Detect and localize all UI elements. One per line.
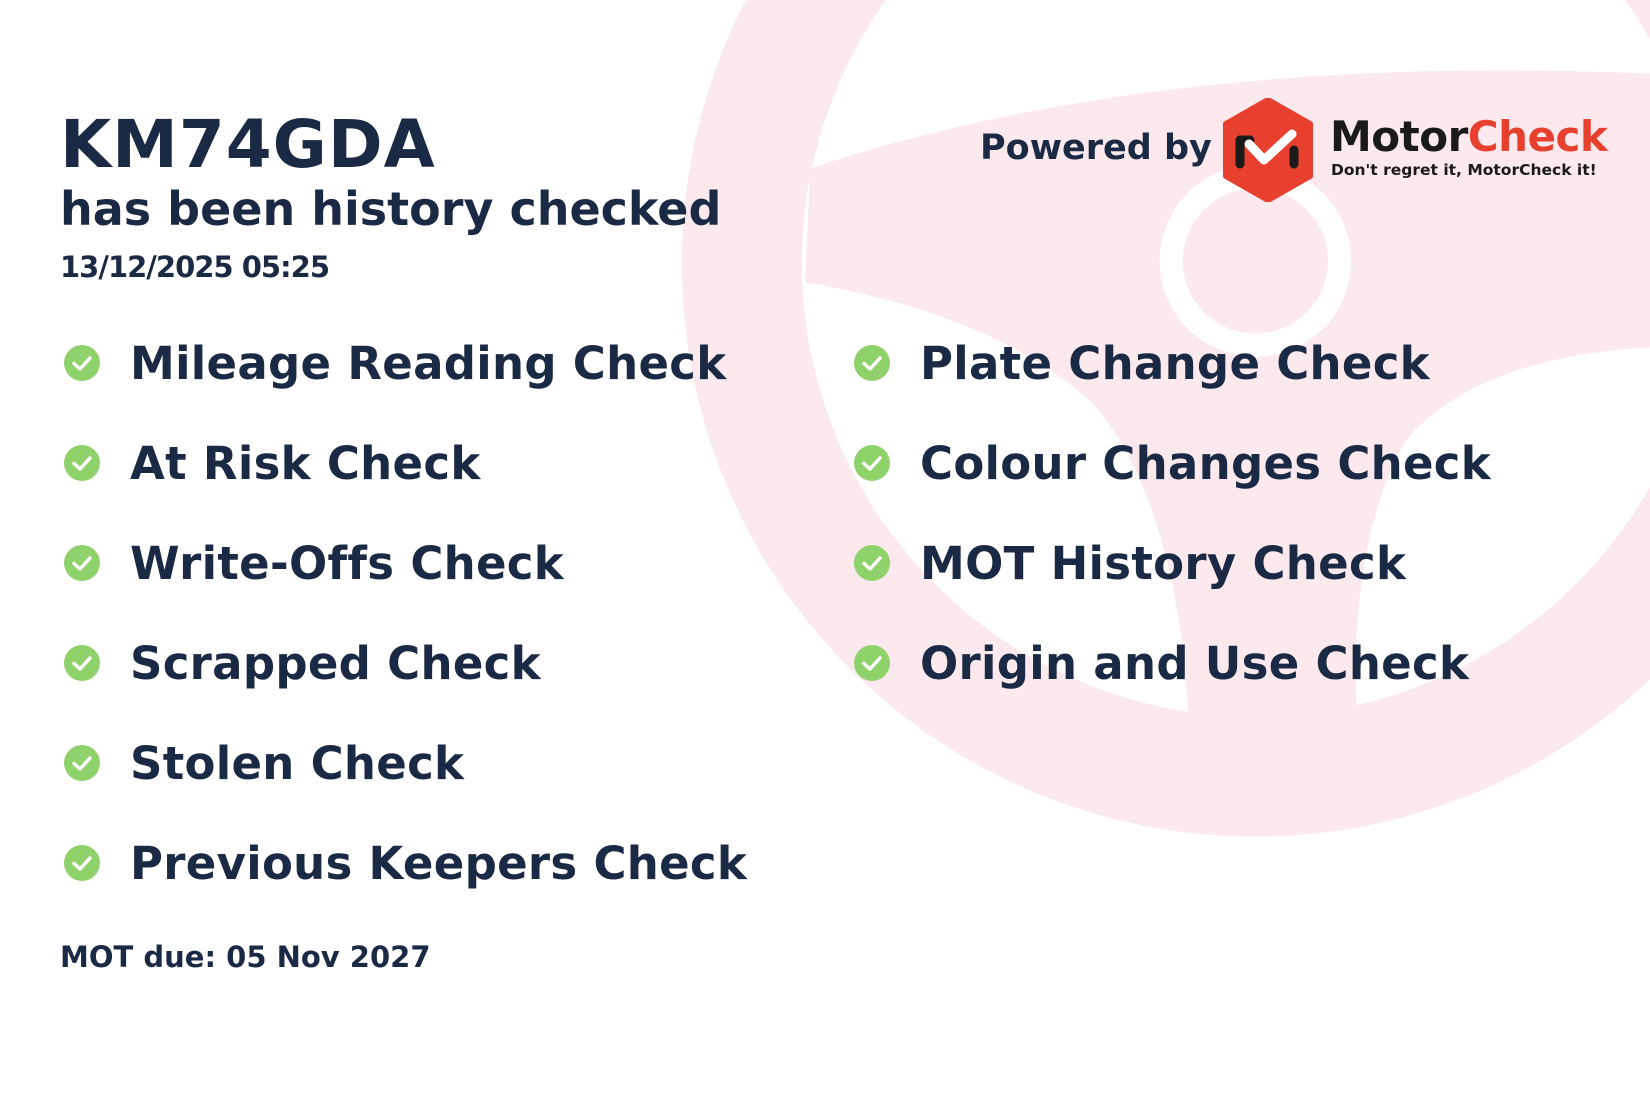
check-label: Stolen Check <box>130 736 465 790</box>
check-circle-icon <box>854 445 890 481</box>
motorcheck-logo-icon <box>1223 98 1313 202</box>
check-label: Plate Change Check <box>920 336 1430 390</box>
check-item: At Risk Check <box>63 433 481 493</box>
check-label: Previous Keepers Check <box>130 836 748 890</box>
check-circle-icon <box>64 745 100 781</box>
check-circle-icon <box>64 645 100 681</box>
check-item: Colour Changes Check <box>853 433 1491 493</box>
check-label: Origin and Use Check <box>920 636 1470 690</box>
vehicle-registration: KM74GDA <box>60 106 436 183</box>
check-datetime: 13/12/2025 05:25 <box>60 250 330 284</box>
powered-by-label: Powered by <box>980 128 1212 168</box>
check-item: MOT History Check <box>853 533 1406 593</box>
check-item: Plate Change Check <box>853 333 1430 393</box>
check-circle-icon <box>854 645 890 681</box>
check-circle-icon <box>64 345 100 381</box>
check-label: Scrapped Check <box>130 636 541 690</box>
check-label: Mileage Reading Check <box>130 336 727 390</box>
brand-name-motor: Motor <box>1330 112 1468 161</box>
brand-tagline: Don't regret it, MotorCheck it! <box>1331 161 1597 179</box>
check-circle-icon <box>64 445 100 481</box>
check-item: Stolen Check <box>63 733 464 793</box>
status-subtitle: has been history checked <box>60 182 722 236</box>
check-item: Previous Keepers Check <box>63 833 747 893</box>
check-circle-icon <box>854 345 890 381</box>
check-circle-icon <box>64 545 100 581</box>
brand-name-check: Check <box>1467 112 1608 161</box>
check-circle-icon <box>854 545 890 581</box>
check-circle-icon <box>64 845 100 881</box>
check-label: MOT History Check <box>920 536 1407 590</box>
check-item: Write-Offs Check <box>63 533 564 593</box>
check-label: Colour Changes Check <box>920 436 1492 490</box>
check-label: At Risk Check <box>130 436 481 490</box>
check-label: Write-Offs Check <box>130 536 565 590</box>
brand-name: MotorCheck <box>1330 112 1608 161</box>
check-item: Scrapped Check <box>63 633 541 693</box>
check-item: Mileage Reading Check <box>63 333 727 393</box>
check-item: Origin and Use Check <box>853 633 1469 693</box>
mot-due-date: MOT due: 05 Nov 2027 <box>60 940 431 974</box>
